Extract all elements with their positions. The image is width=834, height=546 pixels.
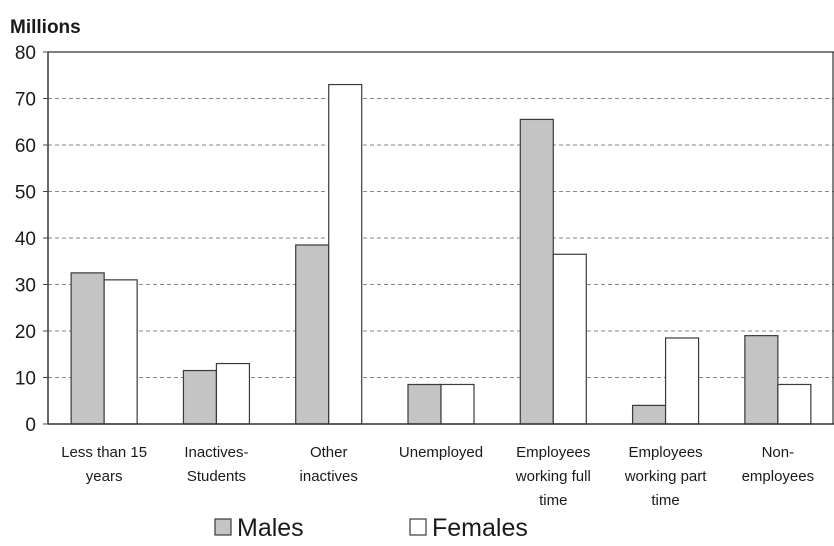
bar-males-2	[295, 244, 330, 425]
bar-males-6	[744, 335, 779, 425]
bar-males-3	[407, 383, 442, 425]
x-axis-labels: Less than 15 years Inactives-Students Other…	[61, 444, 814, 509]
bar-females-5	[664, 337, 700, 425]
y-axis-ticks: 0 10 20 30 40 50 60 70 80	[15, 43, 48, 436]
x-category-label: Non-employees	[742, 444, 815, 485]
y-tick-label: 30	[15, 276, 36, 297]
y-axis-unit-label: Millions	[10, 17, 81, 38]
legend-swatch-males	[214, 518, 232, 536]
bar-females-1	[215, 362, 251, 425]
bar-females-0	[103, 279, 138, 425]
bar-males-5	[631, 404, 667, 425]
bar-females-6	[777, 383, 812, 425]
y-tick-label: 50	[15, 183, 36, 204]
gridlines	[48, 51, 834, 378]
bar-females-3	[440, 383, 475, 425]
bar-females-4	[552, 253, 587, 425]
y-tick-label: 80	[15, 43, 36, 64]
legend-label-males: Males	[237, 514, 304, 542]
legend-swatch-females	[409, 518, 427, 536]
x-category-label: Less than 15 years	[61, 444, 147, 485]
x-category-label: Unemployed	[399, 444, 483, 461]
y-tick-label: 10	[15, 369, 36, 390]
y-tick-label: 20	[15, 322, 36, 343]
bar-males-4	[519, 118, 554, 425]
y-tick-label: 70	[15, 90, 36, 111]
x-category-label: Other inactives	[300, 444, 358, 485]
y-tick-label: 0	[25, 415, 36, 436]
legend: Males Females	[214, 514, 528, 542]
y-tick-label: 60	[15, 136, 36, 157]
bar-males-0	[70, 272, 105, 425]
x-category-label: Employees working full time	[515, 444, 591, 509]
y-tick-label: 40	[15, 229, 36, 250]
legend-label-females: Females	[432, 514, 528, 542]
x-category-label: Inactives-Students	[184, 444, 248, 485]
bar-females-2	[328, 83, 363, 425]
bar-males-1	[182, 369, 218, 425]
bars	[70, 83, 812, 425]
x-category-label: Employees working part time	[624, 444, 708, 509]
